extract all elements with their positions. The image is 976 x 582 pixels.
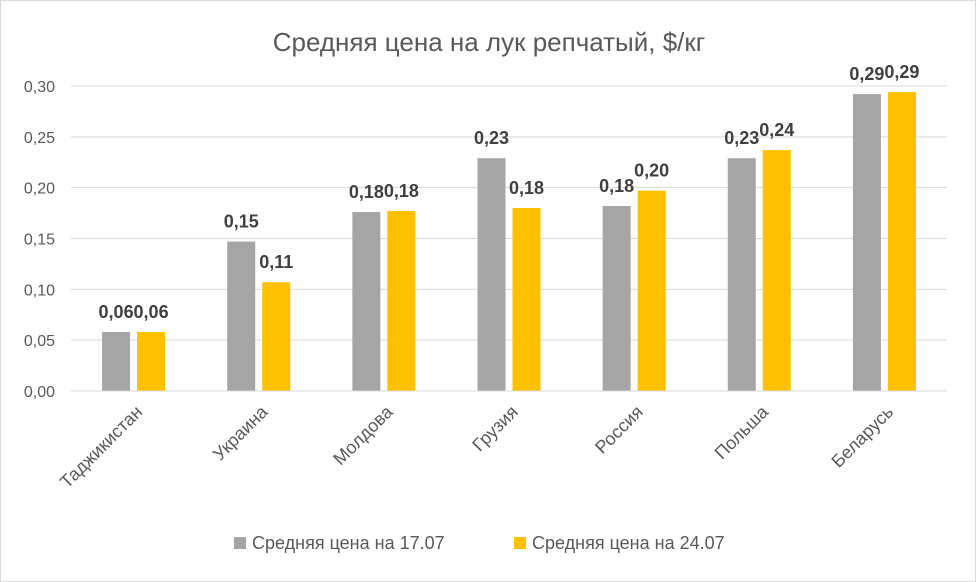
bar — [602, 205, 631, 391]
y-tick-label: 0,25 — [24, 130, 55, 147]
bar — [852, 94, 881, 391]
legend-swatch — [234, 537, 246, 549]
chart-title: Средняя цена на лук репчатый, $/кг — [273, 27, 706, 57]
bar — [637, 190, 666, 391]
data-label: 0,29 — [884, 62, 919, 82]
x-tick-label: Беларусь — [827, 402, 897, 472]
x-tick-label: Таджикистан — [56, 402, 146, 492]
y-axis-ticks: 0,00 0,05 0,10 0,15 0,20 0,25 0,30 — [24, 79, 55, 401]
legend-label: Средняя цена на 17.07 — [252, 533, 445, 553]
bar — [387, 211, 416, 391]
data-label: 0,18 — [384, 181, 419, 201]
data-label: 0,15 — [224, 212, 259, 232]
x-tick-label: Россия — [591, 402, 647, 458]
legend-swatch — [514, 537, 526, 549]
y-tick-label: 0,10 — [24, 282, 55, 299]
gridlines — [71, 85, 947, 341]
bar — [512, 208, 541, 391]
x-tick-label: Молдова — [329, 401, 397, 469]
data-label: 0,18 — [349, 182, 384, 202]
bars — [102, 92, 916, 391]
x-axis-ticks: Таджикистан Украина Молдова Грузия Россия Пол… — [56, 401, 897, 492]
y-tick-label: 0,05 — [24, 333, 55, 350]
x-tick-label: Украина — [209, 401, 272, 464]
x-tick-label: Польша — [711, 401, 773, 463]
bar — [477, 158, 506, 391]
x-tick-label: Грузия — [468, 402, 521, 455]
data-label: 0,29 — [849, 64, 884, 84]
bar — [762, 150, 791, 391]
data-label: 0,24 — [759, 120, 794, 140]
y-tick-label: 0,30 — [24, 79, 55, 96]
data-label: 0,23 — [474, 128, 509, 148]
data-label: 0,06 — [99, 302, 134, 322]
legend: Средняя цена на 17.07 Средняя цена на 24.… — [234, 533, 725, 553]
bar — [887, 92, 916, 391]
data-labels: 0,06 0,060,150,110,18 0,180,230,18 0,180,20… — [99, 62, 920, 322]
data-label: 0,23 — [724, 128, 759, 148]
y-tick-label: 0,15 — [24, 232, 55, 249]
data-label: 0,20 — [634, 161, 669, 181]
bar — [352, 212, 381, 391]
data-label: 0,18 — [599, 176, 634, 196]
y-tick-label: 0,00 — [24, 384, 55, 401]
data-label: 0,11 — [259, 252, 293, 272]
y-tick-label: 0,20 — [24, 181, 55, 198]
bar — [102, 332, 131, 391]
bar — [727, 158, 756, 391]
data-label: 0,18 — [509, 178, 544, 198]
data-label: 0,06 — [134, 302, 169, 322]
legend-label: Средняя цена на 24.07 — [532, 533, 725, 553]
bar — [227, 241, 256, 391]
bar — [262, 282, 291, 391]
bar — [137, 332, 166, 391]
